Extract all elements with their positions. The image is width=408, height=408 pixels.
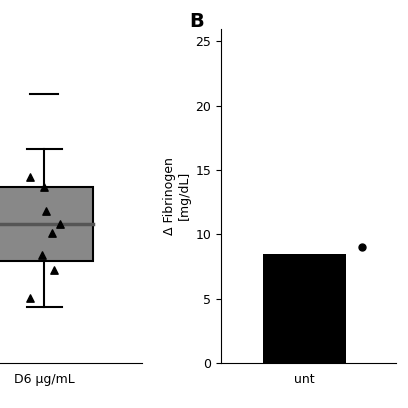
Point [39, 252, 46, 259]
Point [27, 295, 33, 302]
Bar [263, 254, 346, 363]
Y-axis label: Δ Fibrinogen
[mg/dL]: Δ Fibrinogen [mg/dL] [163, 157, 191, 235]
Point [57, 220, 64, 227]
Text: B: B [189, 12, 204, 31]
Point [51, 267, 57, 273]
Point [42, 207, 49, 214]
Point [41, 183, 48, 190]
Point [27, 174, 33, 180]
FancyBboxPatch shape [0, 186, 93, 261]
Point [49, 230, 55, 236]
